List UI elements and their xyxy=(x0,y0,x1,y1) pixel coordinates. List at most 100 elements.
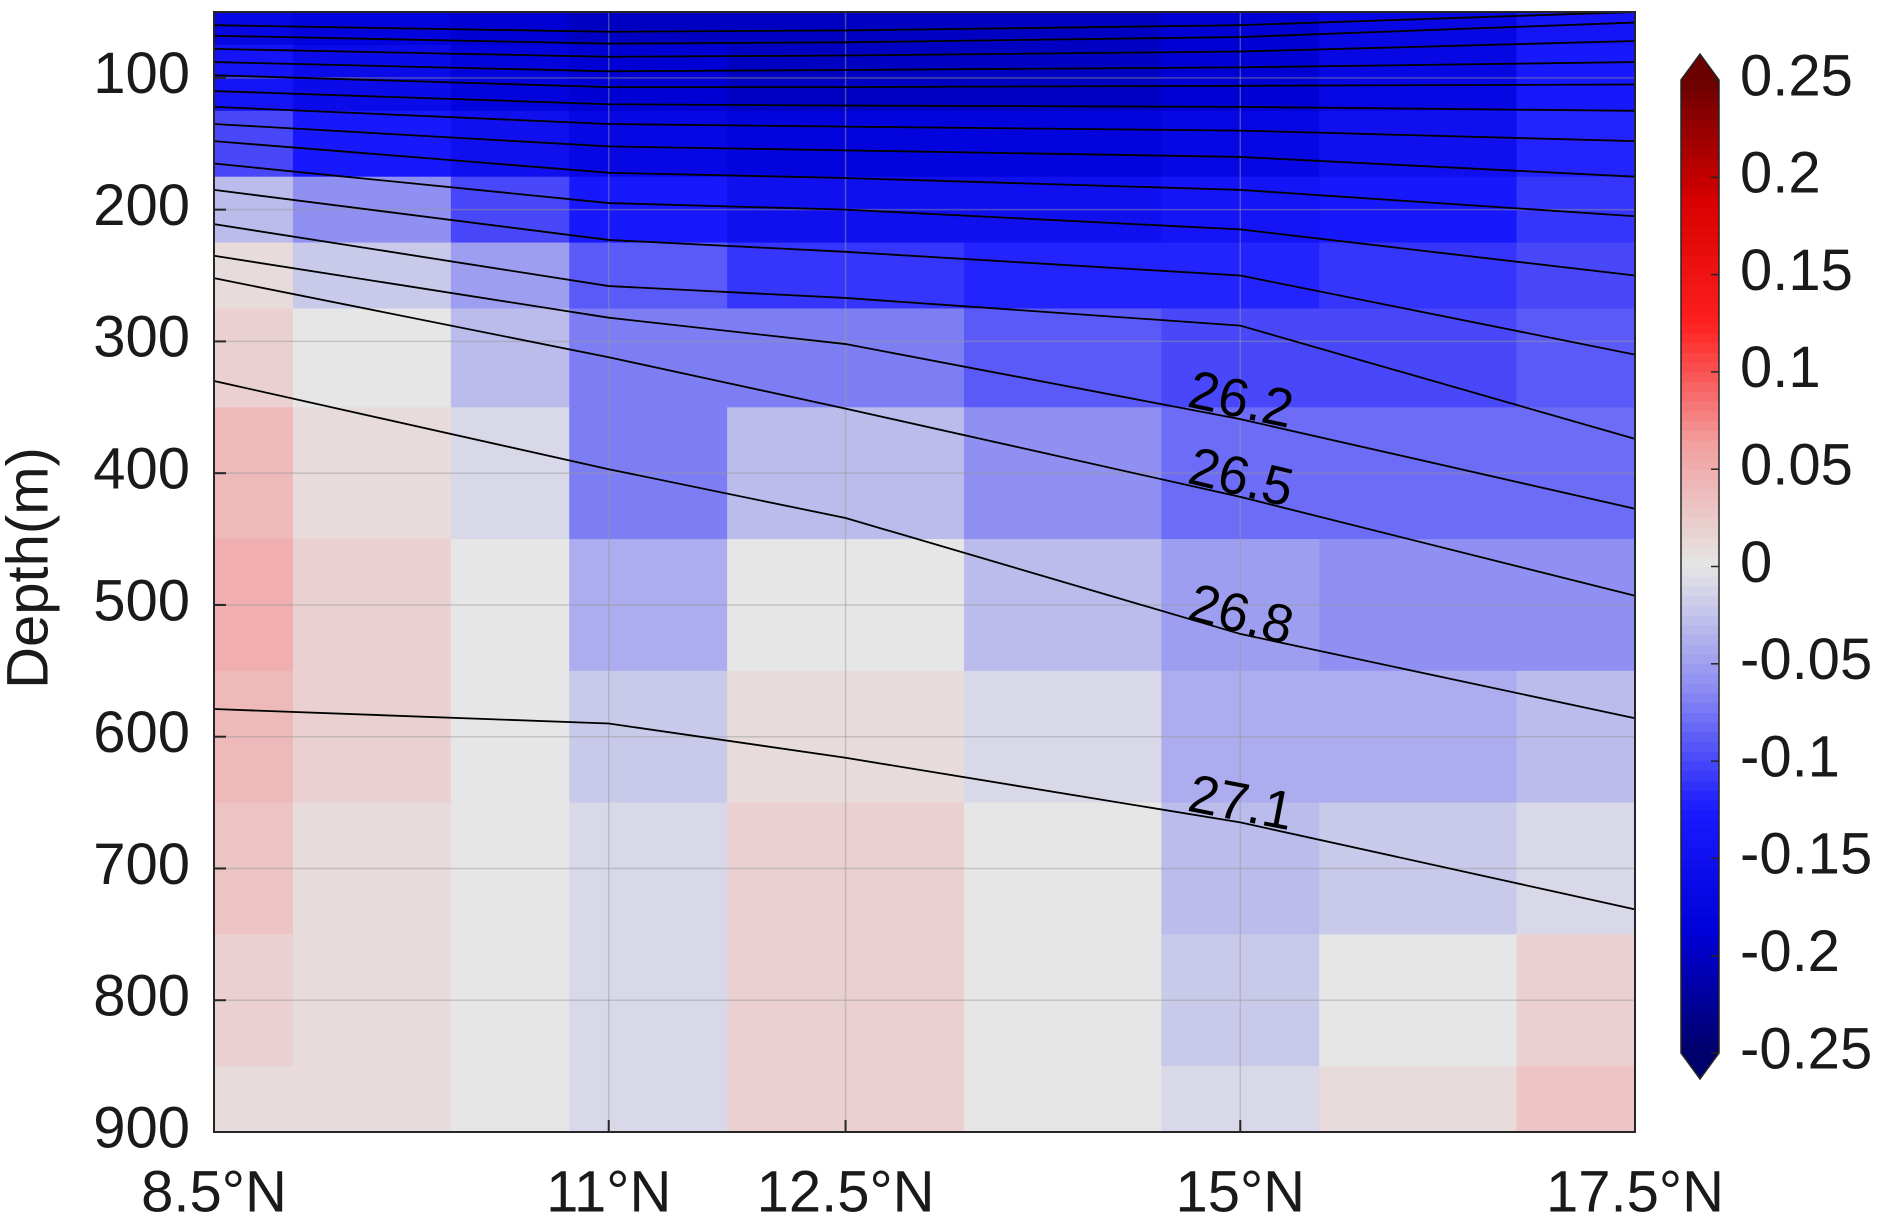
field-cell xyxy=(214,44,294,112)
colorbar-segment xyxy=(1681,498,1719,509)
field-cell xyxy=(569,802,728,935)
plot-frame xyxy=(213,11,1636,1133)
isopycnal-line xyxy=(213,40,1636,58)
colorbar-segment xyxy=(1681,449,1719,460)
field-cell xyxy=(214,802,294,935)
colorbar-segment xyxy=(1681,255,1719,266)
colorbar-segment xyxy=(1681,303,1719,315)
colorbar-segment xyxy=(1681,157,1719,169)
colorbar-segment xyxy=(1681,391,1719,402)
field-cell xyxy=(727,539,965,672)
field-cell xyxy=(1161,44,1320,112)
field-cell xyxy=(963,802,1162,935)
field-cell xyxy=(1516,242,1636,310)
colorbar-segment xyxy=(1681,264,1719,276)
field-cell xyxy=(1319,308,1518,408)
field-cell xyxy=(963,407,1162,540)
colorbar-segment xyxy=(1681,624,1719,636)
colorbar-segment xyxy=(1681,877,1719,889)
colorbar-segment xyxy=(1681,868,1719,879)
colorbar-segment xyxy=(1681,809,1719,820)
field-cell xyxy=(727,110,965,178)
colorbar-segment xyxy=(1681,858,1719,869)
colorbar-segment xyxy=(1681,1033,1719,1044)
field-cell xyxy=(214,539,294,672)
field-cell xyxy=(727,670,965,804)
colorbar-segment xyxy=(1681,702,1719,713)
colorbar-segment xyxy=(1681,235,1719,246)
y-tick-label: 500 xyxy=(93,568,190,633)
field-cell xyxy=(292,934,452,1067)
colorbar-bottom-arrow xyxy=(1681,1053,1719,1079)
colorbar-segment xyxy=(1681,508,1719,519)
colorbar-segment xyxy=(1681,984,1719,996)
colorbar-segment xyxy=(1681,897,1719,908)
colorbar-segment xyxy=(1681,420,1719,431)
field-cell xyxy=(1319,242,1518,310)
colorbar-segment xyxy=(1681,1023,1719,1035)
field-cell xyxy=(569,12,728,46)
colorbar-segment xyxy=(1681,167,1719,178)
colorbar-segment xyxy=(1681,216,1719,227)
colorbar-segment xyxy=(1681,800,1719,811)
field-cell xyxy=(1319,44,1518,112)
colorbar-segment xyxy=(1681,936,1719,947)
field-cell xyxy=(214,407,294,540)
field-cell xyxy=(450,242,570,310)
isopycnal-line xyxy=(213,277,1636,597)
field-cell xyxy=(1319,670,1518,804)
colorbar-segment xyxy=(1681,683,1719,694)
colorbar-segment xyxy=(1681,187,1719,198)
y-tick-label: 800 xyxy=(93,964,190,1029)
field-cell xyxy=(292,110,452,178)
colorbar-tick-label: -0.25 xyxy=(1740,1016,1872,1081)
isopycnal-line xyxy=(213,123,1636,178)
colorbar-segment xyxy=(1681,1014,1719,1025)
field-cell xyxy=(450,308,570,408)
field-cell xyxy=(1161,670,1320,804)
colorbar-segment xyxy=(1681,731,1719,743)
field-cell xyxy=(450,407,570,540)
field-cell xyxy=(292,407,452,540)
colorbar-segment xyxy=(1681,819,1719,830)
colorbar-segment xyxy=(1681,770,1719,782)
field-cell xyxy=(1319,1066,1518,1133)
colorbar-segment xyxy=(1681,965,1719,976)
field-cell xyxy=(569,308,728,408)
field-cell xyxy=(963,44,1162,112)
colorbar-segment xyxy=(1681,955,1719,966)
colorbar-segment xyxy=(1681,945,1719,957)
field-cell xyxy=(1516,934,1636,1067)
colorbar-segment xyxy=(1681,128,1719,139)
colorbar-tick-label: -0.1 xyxy=(1740,724,1840,789)
isopycnal-line xyxy=(213,188,1636,356)
colorbar-tick-label: 0.2 xyxy=(1740,141,1821,206)
colorbar-segment xyxy=(1681,342,1719,353)
field-cell xyxy=(569,1066,728,1133)
isopycnal-line xyxy=(213,11,1636,33)
field-cell xyxy=(292,242,452,310)
colorbar-segment xyxy=(1681,89,1719,100)
isopycnal-line xyxy=(213,105,1636,143)
colorbar-segment xyxy=(1681,761,1719,772)
colorbar-tick-label: 0.05 xyxy=(1740,433,1853,498)
colorbar-segment xyxy=(1681,712,1719,723)
colorbar-segment xyxy=(1681,401,1719,412)
isopycnal-line xyxy=(213,74,1636,89)
field-cell xyxy=(963,1066,1162,1133)
colorbar-segment xyxy=(1681,722,1719,733)
field-cell xyxy=(569,242,728,310)
colorbar-segment xyxy=(1681,430,1719,441)
field-cell xyxy=(1516,1066,1636,1133)
isopycnal-line xyxy=(213,380,1636,720)
colorbar-segment xyxy=(1681,478,1719,490)
colorbar-tick-label: 0.25 xyxy=(1740,43,1853,108)
colorbar-tick-label: 0 xyxy=(1740,530,1772,595)
y-tick-label: 300 xyxy=(93,305,190,370)
colorbar-segment xyxy=(1681,926,1719,937)
y-tick-label: 900 xyxy=(93,1095,190,1160)
y-tick-label: 700 xyxy=(93,832,190,897)
colorbar-segment xyxy=(1681,1043,1719,1054)
colorbar-segment xyxy=(1681,663,1719,675)
x-tick-label: 12.5°N xyxy=(757,1159,935,1224)
